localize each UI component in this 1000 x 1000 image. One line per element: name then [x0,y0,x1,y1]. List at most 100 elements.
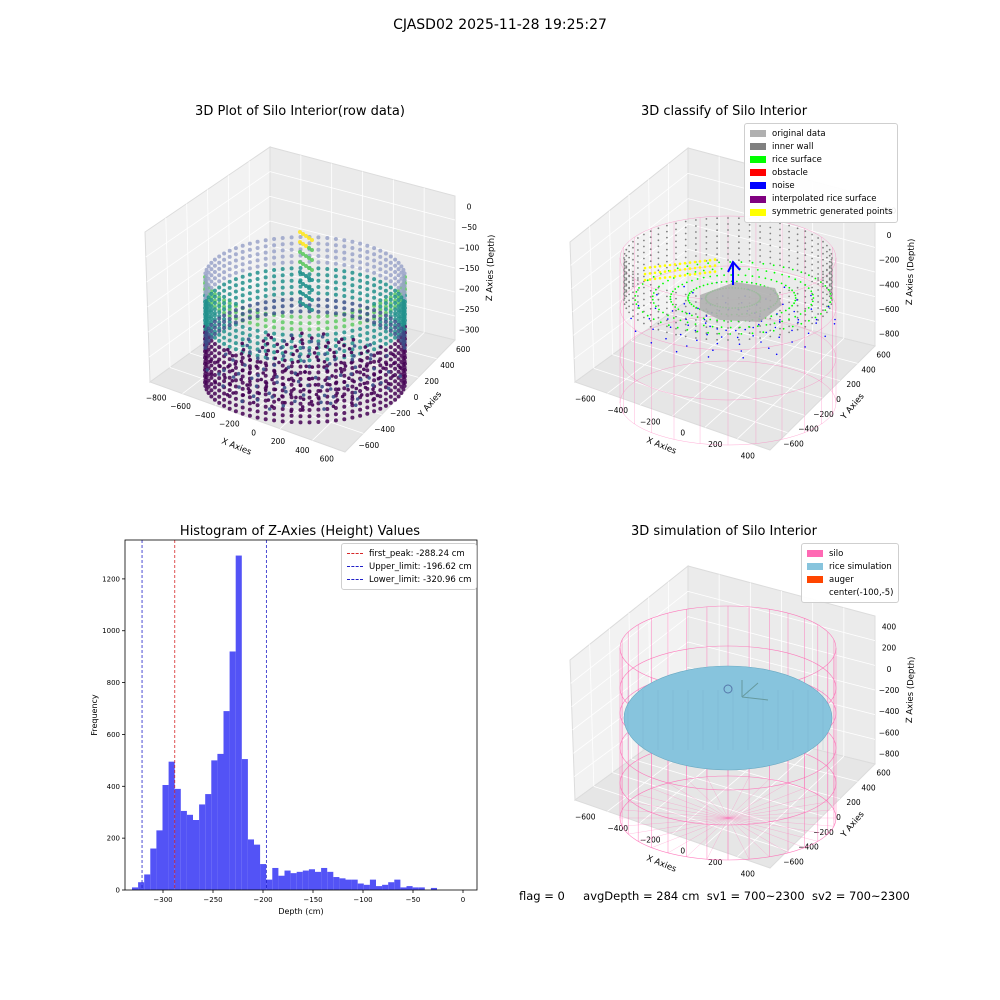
raw-point [350,246,355,250]
raw-point [365,380,370,385]
raw-point [307,276,311,280]
raw-point [255,239,260,244]
raw-point [343,364,348,368]
raw-point [358,247,363,252]
inner-wall-point [684,305,687,308]
inner-wall-point [788,260,790,263]
inner-wall-point [695,219,697,221]
raw-point [333,412,338,417]
p4-y-tick-label: −400 [798,843,819,852]
raw-point [403,361,407,366]
p4-x-tick-label: −600 [575,813,596,822]
raw-point [393,263,398,268]
inner-wall-point [637,319,639,321]
raw-point [350,277,355,281]
raw-point [212,313,217,318]
raw-point [304,274,308,278]
inner-wall-point [830,270,833,273]
raw-point [289,370,294,375]
inner-wall-point [623,288,626,291]
raw-point [365,393,370,398]
inner-wall-point [666,301,668,304]
rice-surface-point [646,314,649,317]
raw-point [289,235,294,240]
inner-wall-point [804,295,807,298]
raw-point [383,319,388,324]
inner-wall-point [643,286,645,289]
rice-surface-point [729,333,732,335]
raw-point [212,373,217,377]
legend-label: original data [772,128,826,139]
panel-3-title: Histogram of Z-Axies (Height) Values [179,524,421,539]
raw-point [263,306,268,311]
p1-x-tick-label: −800 [146,393,167,402]
raw-point [396,322,401,327]
raw-point [365,293,370,298]
inner-wall-point [632,252,634,255]
inner-wall-point [822,240,824,243]
raw-point [312,351,317,355]
flag-text: flag = 0 [519,889,565,903]
raw-point [233,362,238,366]
raw-point [240,399,244,404]
raw-point [272,305,277,310]
inner-wall-point [632,276,634,279]
raw-point [247,320,252,325]
raw-point [319,400,323,405]
inner-wall-point [759,249,761,251]
raw-point [206,391,211,395]
inner-wall-point [695,325,697,327]
raw-point [247,241,252,246]
raw-point [313,375,318,380]
p4-z-tick-label: −400 [879,707,900,716]
raw-point [203,361,207,366]
inner-wall-point [788,331,790,334]
raw-point [209,273,214,278]
raw-point [378,254,383,259]
inner-wall-point [684,250,687,253]
raw-point [222,379,227,384]
raw-point [307,395,312,400]
raw-point [342,353,347,358]
inner-wall-point [675,252,677,255]
inner-wall-point [804,248,807,251]
raw-point [203,345,208,350]
inner-wall-point [657,251,660,254]
rice-surface-point [791,325,794,328]
raw-point [325,298,330,302]
raw-point [310,238,314,242]
raw-point [212,325,217,330]
inner-wall-point [637,255,639,257]
inner-wall-point [738,217,740,220]
raw-point [333,418,338,423]
raw-point [298,260,302,264]
raw-point [275,342,280,347]
raw-point [350,295,355,300]
raw-point [227,332,232,337]
raw-point [342,238,347,243]
raw-point [217,260,222,265]
raw-point [222,263,227,268]
raw-point [372,373,377,377]
raw-point [393,335,398,340]
raw-point [316,291,321,296]
raw-point [333,337,338,342]
raw-point [325,291,330,296]
inner-wall-point [684,293,687,296]
legend-line [347,553,363,555]
inner-wall-point [632,246,634,249]
raw-point [240,355,245,360]
raw-point [227,248,232,253]
raw-point [383,403,388,408]
inner-wall-point [649,254,652,257]
raw-point [212,366,217,371]
inner-wall-point [675,234,677,237]
raw-point [233,320,238,325]
raw-point [230,353,235,358]
raw-point [307,333,312,338]
raw-point [349,350,354,355]
raw-point [209,320,214,325]
raw-point [294,395,298,400]
raw-point [255,252,260,257]
inner-wall-point [657,322,660,325]
